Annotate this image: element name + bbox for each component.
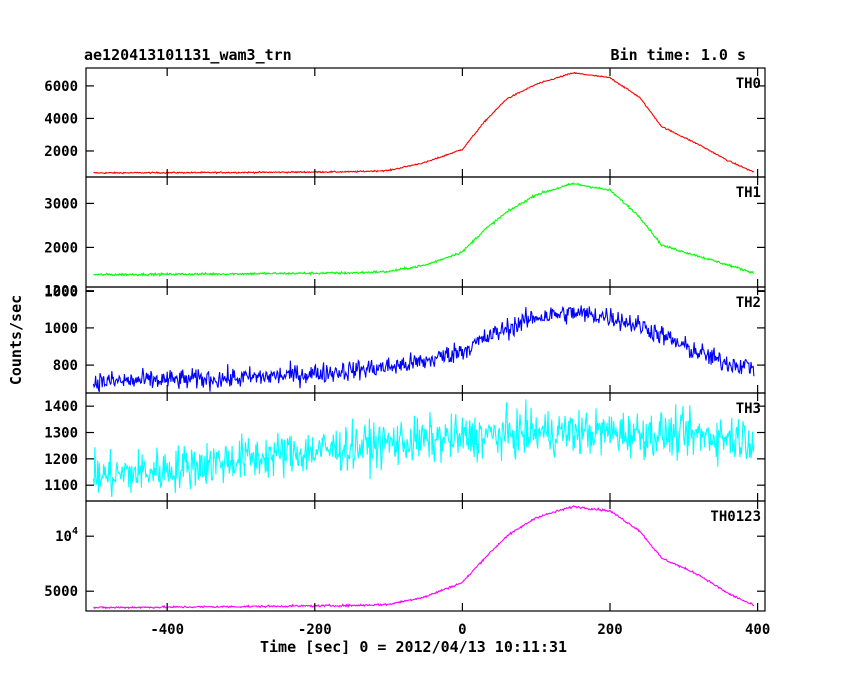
y-tick-label: 1000 [44, 321, 78, 337]
x-tick-label: 0 [458, 622, 466, 638]
y-tick-label: 800 [53, 358, 78, 374]
y-tick-label: 2000 [44, 240, 78, 256]
series-line-th2 [92, 305, 755, 393]
series-line-th3 [92, 399, 755, 497]
y-tick-label: 6000 [44, 79, 78, 95]
series-line-th0123 [93, 505, 754, 610]
x-tick-label: -200 [298, 622, 332, 638]
y-tick-label: 2000 [44, 144, 78, 160]
bin-time-label: Bin time: 1.0 s [610, 46, 746, 64]
series-line-th1 [93, 182, 755, 278]
y-tick-label: 1100 [44, 478, 78, 494]
y-tick-label: 1200 [44, 452, 78, 468]
y-tick-label: 1300 [44, 426, 78, 442]
y-tick-label: 104 [55, 526, 78, 545]
panel-label-th0: TH0 [736, 76, 761, 92]
panel-frame-th0123 [85, 500, 766, 612]
panel-label-th0123: TH0123 [710, 509, 761, 525]
x-axis-label: Time [sec] 0 = 2012/04/13 10:11:31 [260, 638, 568, 656]
x-tick-label: 400 [745, 622, 770, 638]
y-tick-label: 1000 [44, 284, 78, 300]
y-tick-label: 1200 [44, 284, 78, 300]
panel-frame-th3 [85, 392, 766, 502]
panel-label-th3: TH3 [736, 401, 761, 417]
y-tick-label: 5000 [44, 584, 78, 600]
chart-title-left: ae120413101131_wam3_trn [84, 46, 292, 64]
panel-label-th1: TH1 [736, 185, 761, 201]
x-tick-label: 200 [597, 622, 622, 638]
y-tick-label: 3000 [44, 196, 78, 212]
panel-label-th2: TH2 [736, 295, 761, 311]
panel-frame-th0 [85, 67, 766, 178]
panel-frame-th1 [85, 176, 766, 288]
series-line-th0 [93, 71, 755, 175]
y-tick-label: 4000 [44, 111, 78, 127]
x-tick-label: -400 [150, 622, 184, 638]
y-tick-label: 1400 [44, 399, 78, 415]
